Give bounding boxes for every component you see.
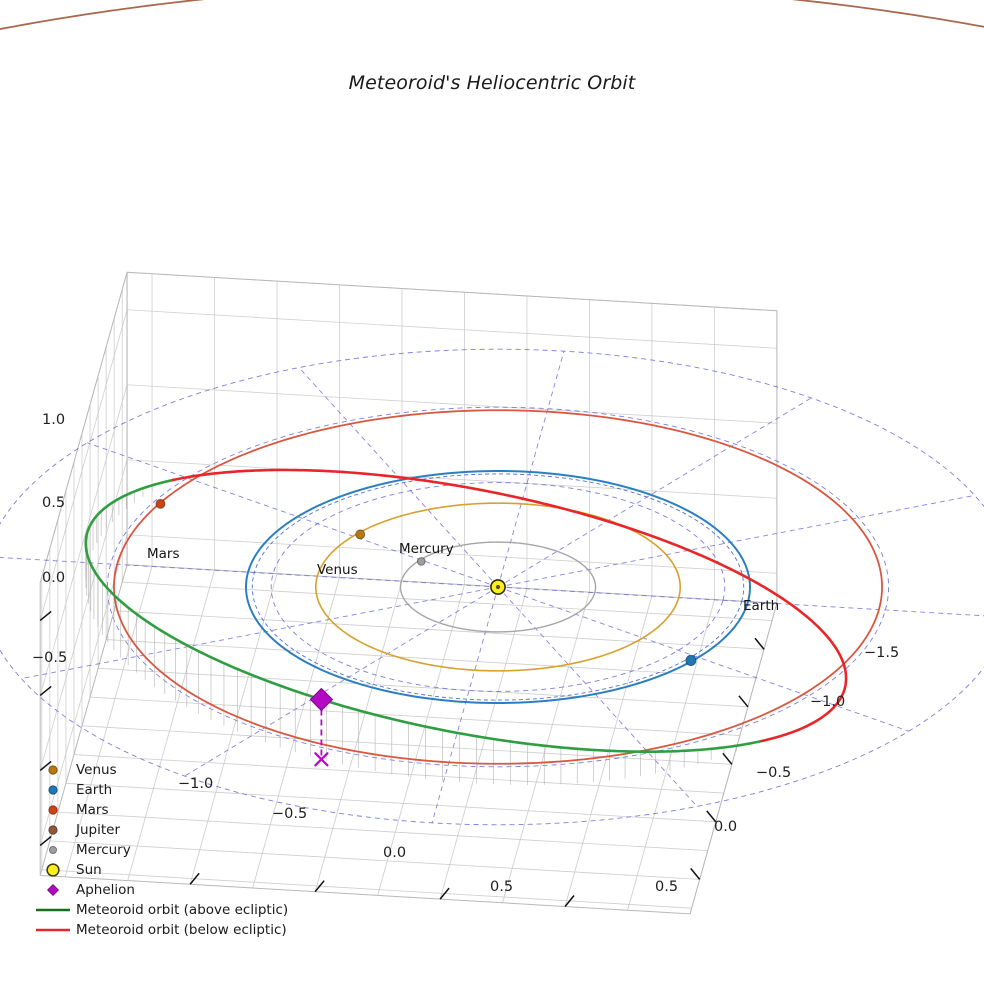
- meteoroid-orbit: [84, 468, 848, 753]
- legend-marker-circle-icon: [30, 841, 76, 859]
- y-axis-tick-label: 0.0: [714, 819, 738, 835]
- z-axis-tick-label: 0.0: [42, 570, 66, 586]
- x-axis-tick-label: −1.0: [178, 776, 214, 792]
- legend-item-label: Aphelion: [76, 882, 135, 898]
- body-label-mercury: Mercury: [399, 541, 454, 557]
- y-axis-tick-label: −0.5: [756, 765, 792, 781]
- legend-item[interactable]: Earth: [30, 780, 310, 800]
- page-title: Meteoroid's Heliocentric Orbit: [348, 72, 636, 94]
- z-axis-tick-label: 1.0: [42, 412, 66, 428]
- legend-item-label: Meteoroid orbit (below ecliptic): [76, 922, 287, 938]
- legend-item-label: Earth: [76, 782, 113, 798]
- axes-panes: [39, 271, 778, 915]
- legend-item-label: Meteoroid orbit (above ecliptic): [76, 902, 289, 918]
- legend-marker-circle-icon: [30, 801, 76, 819]
- y-axis-tick-label: 0.5: [655, 879, 679, 895]
- legend-marker-circle-icon: [30, 861, 76, 879]
- legend-item-label: Venus: [76, 762, 117, 778]
- legend: Venus Earth Mars Jupiter Mercury Sun Aphelion M…: [30, 760, 310, 940]
- legend-item[interactable]: Meteoroid orbit (below ecliptic): [30, 920, 310, 940]
- legend-item[interactable]: Mars: [30, 800, 310, 820]
- body-markers: [155, 498, 697, 667]
- legend-item[interactable]: Sun: [30, 860, 310, 880]
- legend-marker-circle-icon: [30, 781, 76, 799]
- legend-marker-line-icon: [30, 901, 76, 919]
- z-axis-tick-label: 0.5: [42, 495, 66, 511]
- axis-tick-marks: [39, 610, 765, 907]
- legend-item[interactable]: Mercury: [30, 840, 310, 860]
- legend-item-label: Jupiter: [76, 822, 121, 838]
- stem-lines: [85, 485, 737, 785]
- legend-item[interactable]: Venus: [30, 760, 310, 780]
- body-label-mars: Mars: [147, 546, 180, 562]
- x-axis-tick-label: 0.0: [383, 845, 407, 861]
- legend-item[interactable]: Aphelion: [30, 880, 310, 900]
- legend-item[interactable]: Meteoroid orbit (above ecliptic): [30, 900, 310, 920]
- legend-item-label: Mars: [76, 802, 109, 818]
- legend-marker-line-icon: [30, 921, 76, 939]
- legend-marker-diamond-icon: [30, 881, 76, 899]
- y-axis-tick-label: −1.0: [810, 694, 846, 710]
- legend-item-label: Sun: [76, 862, 102, 878]
- legend-item-label: Mercury: [76, 842, 131, 858]
- body-label-earth: Earth: [743, 598, 780, 614]
- y-axis-tick-label: −1.5: [864, 645, 900, 661]
- aphelion-annotation: [309, 687, 334, 767]
- z-axis-tick-label: −0.5: [32, 650, 68, 666]
- body-label-venus: Venus: [317, 562, 358, 578]
- legend-marker-circle-icon: [30, 761, 76, 779]
- x-axis-tick-label: 0.5: [490, 879, 514, 895]
- legend-marker-circle-icon: [30, 821, 76, 839]
- legend-item[interactable]: Jupiter: [30, 820, 310, 840]
- x-axis-tick-label: −0.5: [272, 806, 308, 822]
